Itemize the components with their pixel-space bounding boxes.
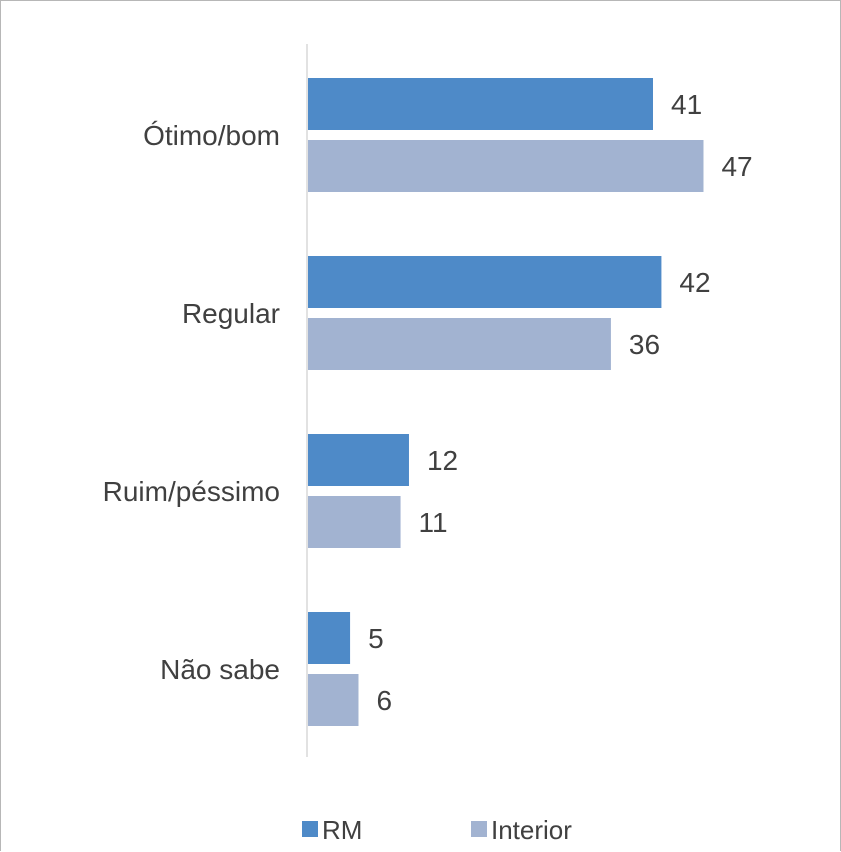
- bar-interior: [308, 318, 611, 370]
- category-label: Ótimo/bom: [143, 120, 280, 151]
- data-label: 6: [376, 685, 392, 716]
- category-label: Regular: [182, 298, 280, 329]
- data-label: 41: [671, 89, 702, 120]
- data-label: 5: [368, 623, 384, 654]
- legend-label: RM: [322, 815, 362, 845]
- legend-swatch: [302, 821, 318, 837]
- data-label: 47: [721, 151, 752, 182]
- data-label: 36: [629, 329, 660, 360]
- legend: RM Interior: [302, 815, 572, 845]
- bar-interior: [308, 496, 401, 548]
- bar-rm: [308, 256, 662, 308]
- category-label: Não sabe: [160, 654, 280, 685]
- category-label: Ruim/péssimo: [103, 476, 280, 507]
- legend-swatch: [471, 821, 487, 837]
- data-label: 11: [419, 507, 448, 538]
- data-label: 42: [679, 267, 710, 298]
- legend-label: Interior: [491, 815, 572, 845]
- bar-interior: [308, 674, 359, 726]
- bar-rm: [308, 434, 409, 486]
- bar-rm: [308, 612, 351, 664]
- bar-rm: [308, 78, 653, 130]
- data-label: 12: [427, 445, 458, 476]
- bar-interior: [308, 140, 704, 192]
